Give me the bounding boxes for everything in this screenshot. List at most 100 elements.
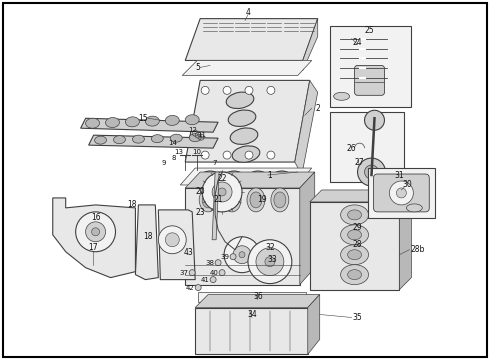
Text: 38: 38	[206, 260, 215, 266]
Text: 43: 43	[183, 248, 193, 257]
Ellipse shape	[274, 192, 286, 208]
Text: 25: 25	[365, 26, 374, 35]
Circle shape	[201, 86, 209, 94]
Ellipse shape	[202, 192, 214, 208]
Ellipse shape	[250, 192, 262, 208]
Text: 28: 28	[353, 240, 362, 249]
Text: 27: 27	[355, 158, 365, 167]
Ellipse shape	[95, 136, 106, 144]
Ellipse shape	[347, 210, 362, 220]
Ellipse shape	[247, 188, 265, 212]
Circle shape	[358, 158, 386, 186]
Text: 19: 19	[257, 195, 267, 204]
Polygon shape	[185, 19, 318, 60]
Polygon shape	[185, 172, 315, 188]
Text: 18: 18	[144, 232, 153, 241]
Ellipse shape	[146, 116, 159, 126]
Text: 20: 20	[196, 188, 205, 197]
Ellipse shape	[334, 92, 349, 100]
Circle shape	[267, 86, 275, 94]
Ellipse shape	[341, 245, 368, 265]
Polygon shape	[53, 198, 135, 278]
Text: 36: 36	[253, 292, 263, 301]
Polygon shape	[308, 294, 319, 354]
Text: 28b: 28b	[410, 245, 424, 254]
Circle shape	[245, 86, 253, 94]
Circle shape	[215, 260, 221, 266]
Polygon shape	[310, 190, 412, 202]
Circle shape	[75, 212, 116, 252]
Ellipse shape	[114, 136, 125, 144]
Text: 30: 30	[402, 180, 412, 189]
Ellipse shape	[189, 134, 201, 141]
Polygon shape	[310, 202, 399, 289]
Circle shape	[202, 172, 242, 212]
Circle shape	[195, 285, 201, 291]
Ellipse shape	[165, 116, 179, 125]
Circle shape	[365, 110, 385, 130]
Polygon shape	[185, 188, 300, 285]
Circle shape	[365, 165, 378, 179]
Ellipse shape	[151, 135, 163, 143]
Circle shape	[248, 240, 292, 284]
Circle shape	[212, 182, 232, 202]
Text: 42: 42	[186, 285, 195, 291]
Circle shape	[256, 248, 284, 276]
Circle shape	[224, 237, 260, 273]
Text: 1: 1	[268, 171, 272, 180]
Ellipse shape	[347, 250, 362, 260]
Bar	[330, 112, 404, 182]
Text: 7: 7	[213, 160, 218, 166]
Text: 33: 33	[267, 255, 277, 264]
Ellipse shape	[226, 92, 254, 108]
Ellipse shape	[341, 205, 368, 225]
Polygon shape	[135, 205, 158, 280]
Text: 40: 40	[210, 270, 219, 276]
Circle shape	[92, 228, 99, 236]
Text: 4: 4	[245, 8, 250, 17]
Ellipse shape	[226, 192, 238, 208]
Polygon shape	[185, 80, 310, 162]
Text: 11: 11	[197, 132, 207, 138]
Ellipse shape	[105, 117, 120, 127]
Circle shape	[267, 151, 275, 159]
Ellipse shape	[228, 110, 256, 126]
Ellipse shape	[185, 115, 199, 125]
FancyBboxPatch shape	[373, 174, 429, 212]
Text: 17: 17	[88, 243, 98, 252]
Circle shape	[265, 257, 275, 267]
Ellipse shape	[86, 118, 99, 128]
Text: 21: 21	[213, 195, 223, 204]
Text: 29: 29	[353, 223, 363, 232]
Circle shape	[219, 270, 225, 276]
Text: 41: 41	[201, 276, 210, 283]
Ellipse shape	[347, 230, 362, 240]
Circle shape	[210, 276, 216, 283]
Polygon shape	[89, 135, 218, 148]
Text: 2: 2	[316, 104, 320, 113]
Text: 26: 26	[347, 144, 356, 153]
Text: 22: 22	[218, 174, 227, 183]
Ellipse shape	[347, 270, 362, 280]
Circle shape	[218, 188, 226, 196]
Polygon shape	[399, 190, 412, 289]
FancyBboxPatch shape	[355, 66, 385, 95]
Text: 10: 10	[193, 149, 202, 155]
Bar	[368, 168, 435, 218]
Polygon shape	[303, 19, 318, 71]
Text: 34: 34	[247, 310, 257, 319]
Polygon shape	[182, 60, 312, 75]
Polygon shape	[81, 118, 218, 132]
Text: 18: 18	[128, 201, 137, 210]
Polygon shape	[180, 168, 312, 185]
Text: 37: 37	[180, 270, 189, 276]
Polygon shape	[195, 307, 308, 354]
Ellipse shape	[249, 171, 267, 181]
Bar	[330, 26, 412, 107]
Text: 5: 5	[196, 63, 200, 72]
Ellipse shape	[230, 128, 258, 144]
Circle shape	[86, 222, 105, 242]
Circle shape	[165, 233, 179, 247]
Text: 23: 23	[196, 208, 205, 217]
Polygon shape	[300, 172, 315, 285]
